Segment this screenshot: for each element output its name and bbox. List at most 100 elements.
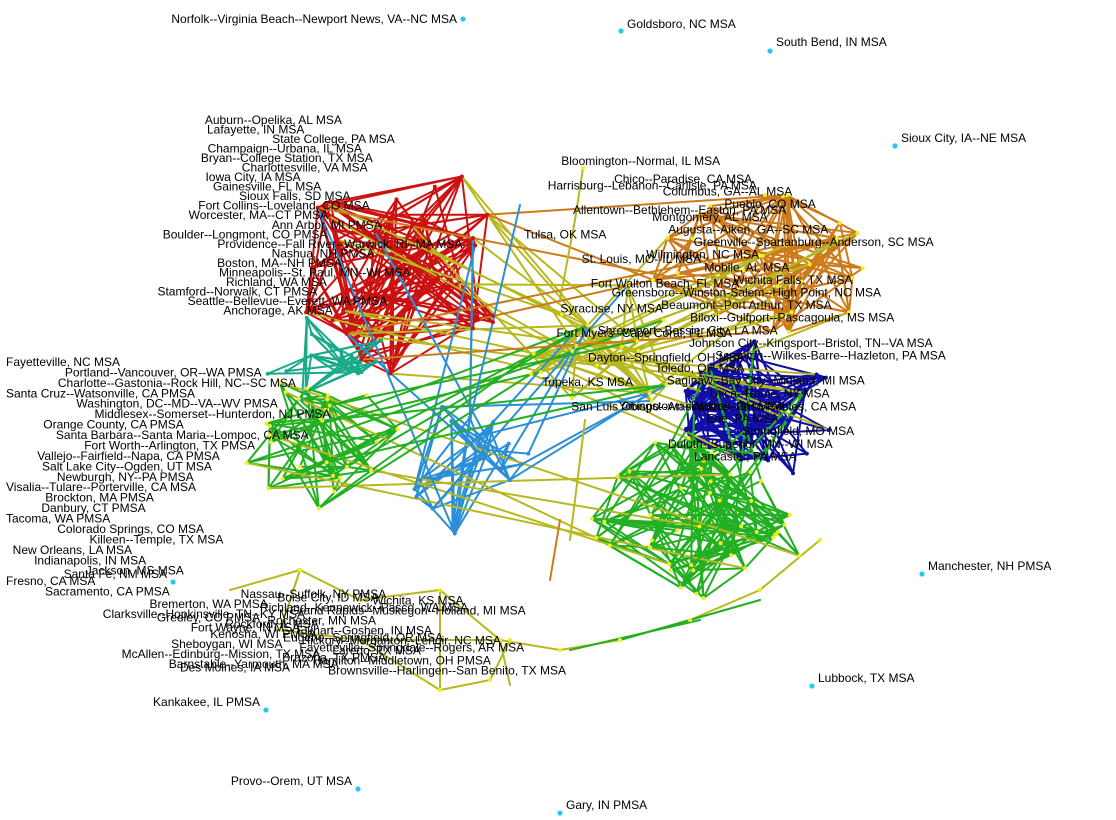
network-edge (266, 354, 313, 375)
network-edge (305, 311, 542, 373)
network-edge (325, 324, 589, 464)
network-node (619, 344, 624, 349)
network-node (780, 194, 785, 199)
network-node (707, 490, 712, 495)
node-label: San Luis Obispo--Atascadero--Paso Robles… (571, 399, 856, 413)
network-edge (310, 339, 382, 357)
network-node (791, 471, 796, 476)
node-label: Augusta--Aiken, GA--SC MSA (668, 222, 828, 236)
network-node (429, 263, 434, 268)
network-node (570, 348, 575, 353)
node-label: McAllen--Edinburg--Mission, TX MSA (122, 647, 321, 661)
network-node (649, 538, 654, 543)
network-node (423, 218, 428, 223)
network-edge (265, 417, 322, 425)
network-node (727, 441, 732, 446)
network-edge (596, 314, 785, 367)
network-edge (413, 488, 456, 535)
network-edge (652, 236, 669, 281)
network-node (391, 361, 396, 366)
network-edge (848, 277, 854, 314)
node-label: Kankakee, IL PMSA (153, 695, 260, 709)
network-node (892, 143, 898, 149)
node-label: Youngstown--Warren, OH MSA (618, 399, 784, 413)
network-node (309, 353, 314, 358)
network-edge (649, 513, 695, 572)
network-edge (479, 330, 576, 437)
node-label: Nassau--Suffolk, NY PMSA (241, 587, 387, 601)
network-node (427, 246, 432, 251)
network-node (797, 553, 802, 558)
node-label: Danbury, CT PMSA (41, 501, 145, 515)
node-label: Orange County, CA PMSA (43, 418, 184, 432)
network-node (648, 512, 653, 517)
network-node (358, 638, 362, 642)
network-edges (229, 167, 864, 691)
network-edge (650, 383, 668, 403)
network-edge (345, 465, 372, 472)
network-node (526, 451, 531, 456)
network-edge (345, 360, 362, 364)
network-edge (345, 332, 487, 459)
node-label: Wichita, KS MSA (372, 594, 463, 608)
node-label: Manchester, NH PMSA (928, 559, 1051, 573)
network-node (367, 290, 372, 295)
network-node (807, 262, 812, 267)
network-node (785, 193, 790, 198)
network-edge (359, 639, 441, 691)
network-node (486, 448, 491, 453)
network-edge (684, 390, 711, 449)
network-node (344, 359, 349, 364)
network-edge (790, 280, 803, 314)
network-node (268, 440, 273, 445)
network-node (647, 391, 652, 396)
node-label: Providence--Fall River--Warwick, RI--MA … (217, 237, 462, 251)
network-node (787, 512, 792, 517)
network-node (781, 313, 786, 318)
network-edge (268, 370, 542, 437)
network-node (328, 199, 333, 204)
network-node (602, 519, 607, 524)
network-edge (306, 387, 329, 397)
network-edge (569, 419, 586, 541)
node-label: Mobile, AL MSA (704, 260, 789, 274)
network-edge (838, 222, 854, 280)
node-label: Fort Worth--Arlington, TX PMSA (84, 438, 255, 452)
network-node (688, 618, 692, 622)
network-node (803, 387, 808, 392)
network-node (690, 236, 695, 241)
network-node (316, 506, 321, 511)
node-label: Sacramento, CA PMSA (45, 585, 170, 599)
network-node (739, 524, 744, 529)
network-node (700, 390, 705, 395)
node-label: Wichita Falls, TX MSA (733, 273, 852, 287)
network-node (264, 421, 269, 426)
node-label: Harrisburg--Lebanon--Carlisle, PA MSA (548, 179, 757, 193)
network-node (607, 543, 612, 548)
network-node (323, 407, 328, 412)
node-label: Chico--Paradise, CA MSA (614, 172, 752, 186)
network-edge (365, 394, 399, 431)
node-label: Colorado Springs, CO MSA (57, 522, 204, 536)
network-edge (229, 569, 301, 591)
network-node (395, 427, 400, 432)
network-node (244, 460, 249, 465)
network-node (507, 478, 512, 483)
node-label: Fort Collins--Loveland, CO MSA (198, 199, 369, 213)
network-edge (304, 371, 351, 394)
node-label: Goldsboro, NC MSA (627, 17, 736, 31)
node-label: New Orleans, LA MSA (13, 543, 132, 557)
node-label: Indianapolis, IN MSA (34, 553, 146, 567)
network-node (349, 354, 354, 359)
network-edge (268, 383, 668, 427)
network-node (305, 386, 310, 391)
network-edge (620, 284, 629, 348)
network-node (668, 568, 673, 573)
network-node (771, 535, 776, 540)
network-edge (603, 471, 752, 523)
network-node (263, 707, 269, 713)
network-node (330, 226, 335, 231)
network-edge (304, 316, 308, 394)
network-edge (245, 428, 399, 464)
network-edge (532, 352, 743, 461)
